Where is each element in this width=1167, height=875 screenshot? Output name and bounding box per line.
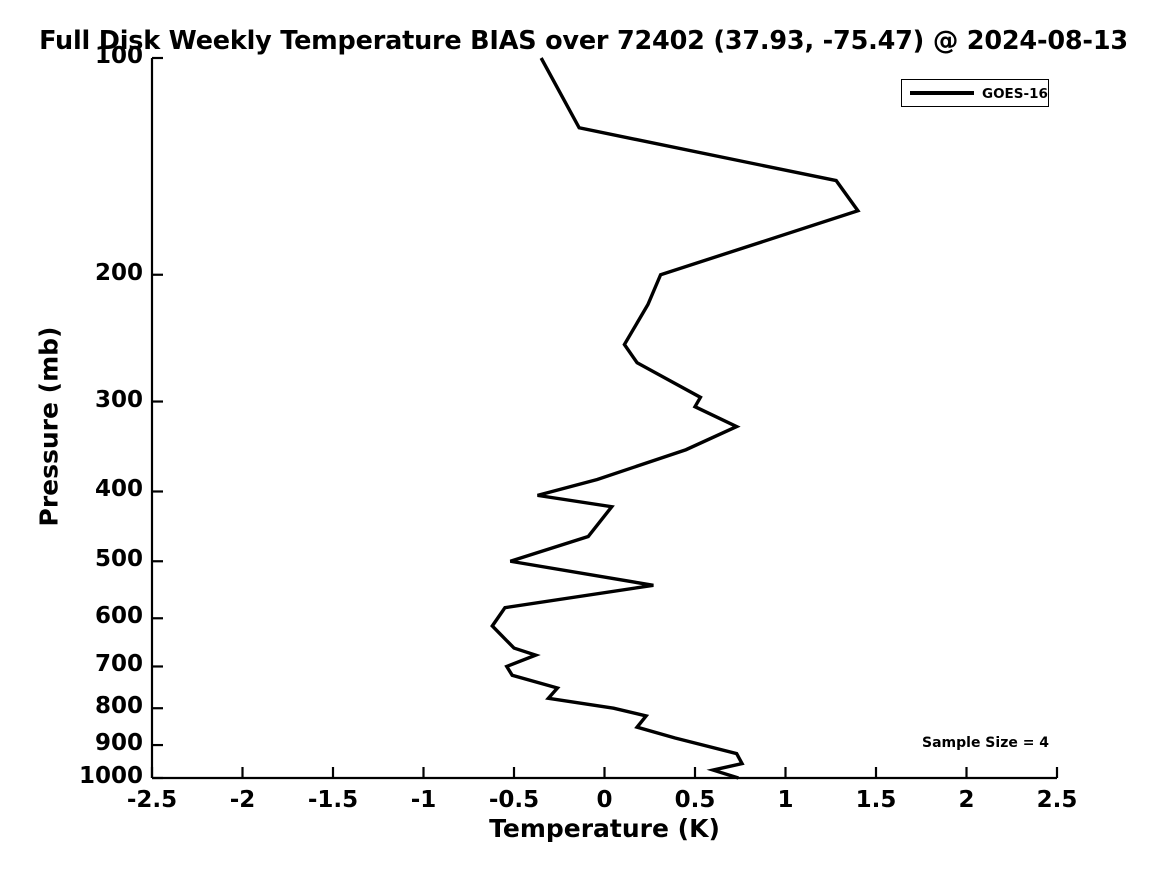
y-tick-label: 900 bbox=[94, 730, 143, 757]
x-tick-label: 0.5 bbox=[674, 787, 716, 813]
axis-frame bbox=[150, 58, 1057, 780]
y-tick-label: 1000 bbox=[78, 763, 143, 789]
x-tick-label: -2 bbox=[229, 787, 256, 813]
y-tick-label: 700 bbox=[94, 651, 143, 678]
sample-size-annotation: Sample Size = 4 bbox=[922, 735, 1050, 751]
chart-title: Full Disk Weekly Temperature BIAS over 7… bbox=[39, 26, 1128, 56]
x-tick-label: -1.5 bbox=[307, 787, 359, 813]
legend-line-swatch bbox=[910, 91, 974, 95]
x-tick-label: 2.5 bbox=[1036, 787, 1078, 813]
x-tick-label: 1.5 bbox=[855, 787, 897, 813]
x-tick-marks bbox=[150, 767, 1059, 778]
x-tick-label: -0.5 bbox=[488, 787, 540, 813]
x-axis-label: Temperature (K) bbox=[489, 814, 720, 843]
y-tick-label: 500 bbox=[94, 546, 143, 573]
chart-legend: GOES-16 bbox=[901, 79, 1049, 107]
y-axis-label: Pressure (mb) bbox=[34, 326, 64, 527]
y-tick-label: 600 bbox=[94, 603, 143, 630]
x-tick-label: -2.5 bbox=[126, 787, 178, 813]
x-tick-label: 0 bbox=[596, 787, 613, 813]
y-tick-label: 200 bbox=[94, 259, 143, 286]
x-tick-label: -1 bbox=[410, 787, 437, 813]
y-tick-label: 800 bbox=[94, 693, 143, 720]
y-tick-label: 400 bbox=[94, 476, 143, 503]
x-tick-label: 2 bbox=[958, 787, 975, 813]
y-tick-marks bbox=[152, 56, 163, 780]
data-series-group bbox=[490, 57, 861, 780]
legend-label: GOES-16 bbox=[982, 86, 1048, 102]
y-tick-label: 100 bbox=[94, 43, 143, 69]
x-tick-label: 1 bbox=[777, 787, 794, 813]
y-tick-label: 300 bbox=[94, 386, 143, 413]
series-line-goes-16 bbox=[490, 57, 861, 780]
